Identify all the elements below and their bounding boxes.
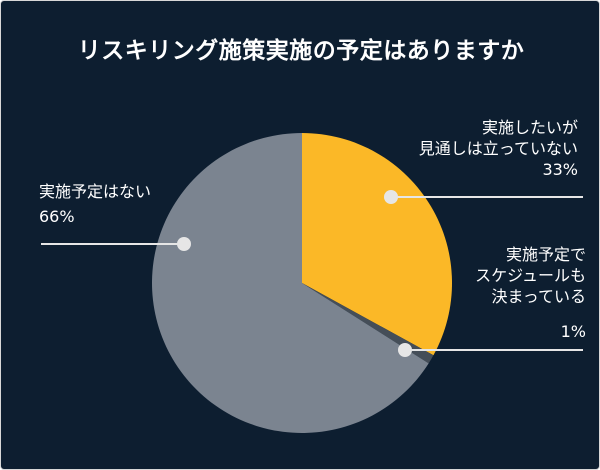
slice-percent: 1%: [560, 322, 586, 341]
slice-label-line: 決まっている: [491, 287, 586, 306]
leader-dot: [398, 343, 412, 357]
slice-not-planned: [151, 133, 429, 434]
slice-planned-scheduled: [302, 283, 434, 364]
slice-label-line: 実施したいが: [481, 118, 578, 137]
slice-planned-unscheduled: [302, 133, 453, 356]
slice-label-planned-scheduled: 実施予定で スケジュールも 決まっている: [475, 244, 586, 307]
slice-label-line: 見通しは立っていない: [418, 139, 578, 158]
slice-label-not-planned: 実施予定はない 66%: [39, 181, 151, 227]
slice-label-line: 実施予定はない: [39, 182, 152, 201]
slice-label-line: スケジュールも: [475, 266, 586, 285]
slice-label-planned-unscheduled: 実施したいが 見通しは立っていない 33%: [419, 117, 578, 180]
leader-dot: [177, 237, 191, 251]
slice-percent: 66%: [39, 207, 75, 226]
slice-label-line: 実施予定で: [505, 245, 586, 264]
chart-title: リスキリング施策実施の予定はありますか: [77, 38, 525, 64]
leader-dot: [384, 190, 398, 204]
slice-percent: 33%: [542, 160, 578, 179]
